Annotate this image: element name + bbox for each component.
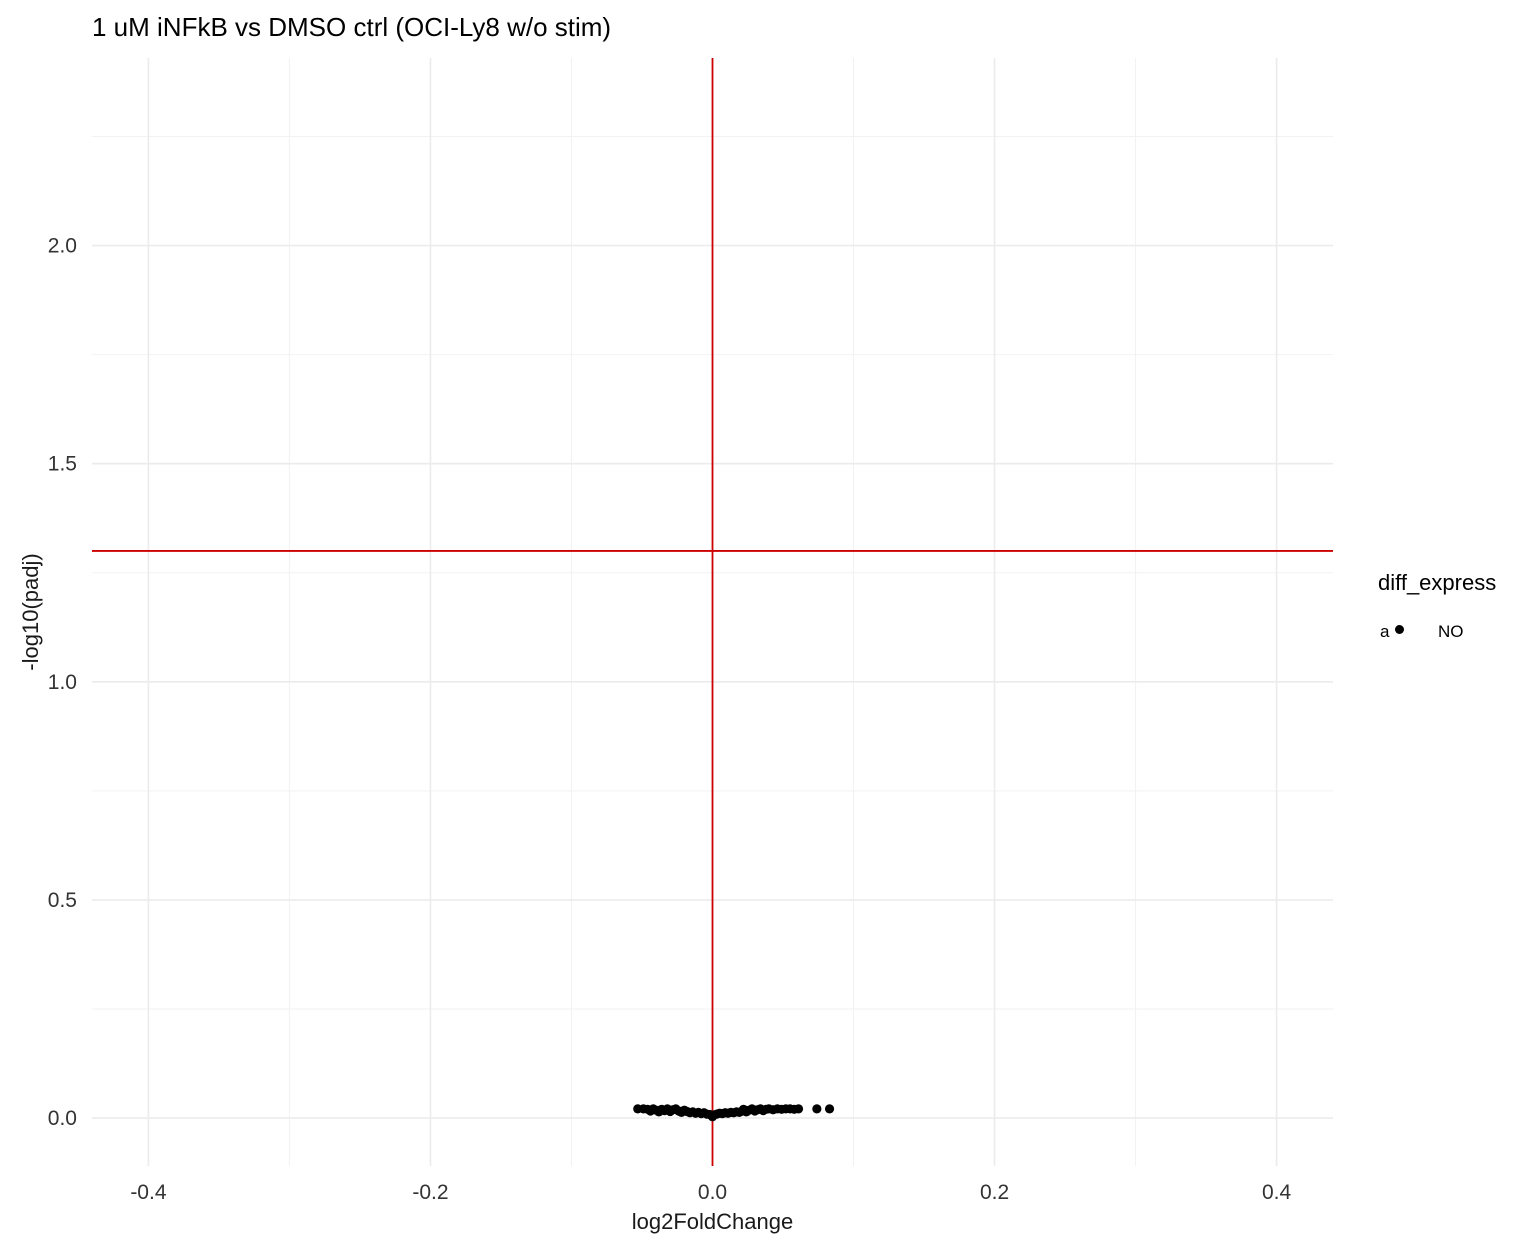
y-tick-label: 2.0 [48,235,77,258]
y-tick-labels: 0.0 0.5 1.0 1.5 2.0 [48,235,77,1130]
x-tick-label: 0.2 [980,1181,1009,1204]
data-points [633,1104,835,1122]
y-tick-label: 1.5 [48,453,77,476]
data-point [812,1104,822,1114]
reference-lines [92,58,1333,1166]
legend-key-glyph: a [1380,622,1390,641]
x-tick-label: -0.2 [412,1181,448,1204]
y-axis-title: -log10(padj) [18,553,43,670]
data-point [793,1104,804,1114]
x-tick-label: 0.0 [698,1181,727,1204]
legend-title: diff_express [1378,570,1497,595]
y-tick-label: 0.0 [48,1107,77,1130]
data-point [824,1104,835,1114]
x-axis-title: log2FoldChange [632,1209,793,1234]
x-tick-labels: -0.4 -0.2 0.0 0.2 0.4 [130,1181,1291,1204]
chart-title: 1 uM iNFkB vs DMSO ctrl (OCI-Ly8 w/o sti… [92,12,612,42]
y-tick-label: 0.5 [48,889,77,912]
y-tick-label: 1.0 [48,671,77,694]
legend-label: NO [1438,622,1464,641]
x-tick-label: -0.4 [130,1181,167,1204]
legend-dot [1395,625,1404,634]
x-tick-label: 0.4 [1262,1181,1292,1204]
